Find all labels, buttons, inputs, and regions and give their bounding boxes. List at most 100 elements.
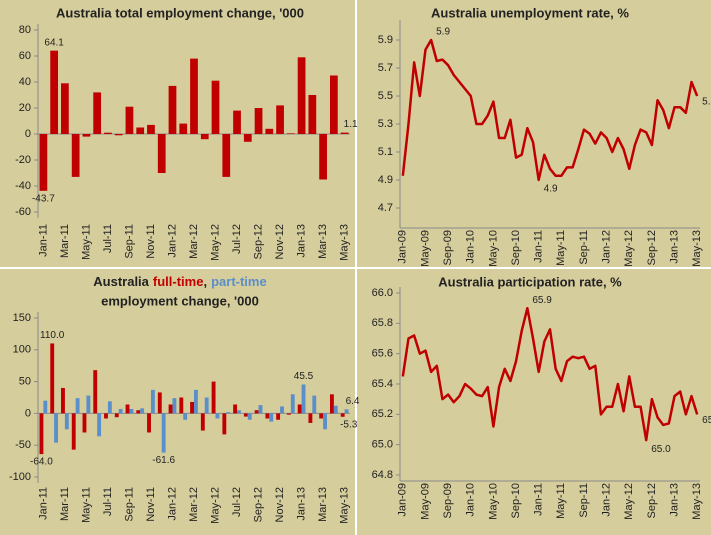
x-tick-label: Sep-11 xyxy=(123,487,135,522)
bar xyxy=(233,110,241,134)
bar xyxy=(243,134,252,142)
bar xyxy=(319,134,327,180)
x-tick-label: Sep-11 xyxy=(578,230,590,265)
bar xyxy=(276,413,281,420)
bar xyxy=(168,85,177,134)
panel xyxy=(0,269,355,535)
x-tick-label: Jan-10 xyxy=(465,483,477,517)
bar xyxy=(114,413,119,418)
x-tick-label: May-12 xyxy=(623,230,635,267)
legend-entry: full-time xyxy=(153,274,204,289)
bar xyxy=(290,394,295,414)
x-tick-label: Nov-12 xyxy=(274,224,286,259)
y-tick-label: 100 xyxy=(13,344,31,356)
x-tick-label: Mar-13 xyxy=(317,487,329,522)
bar xyxy=(265,413,270,419)
bar xyxy=(297,57,306,134)
y-tick-label: 20 xyxy=(19,102,31,114)
data-label: -5.3 xyxy=(340,419,358,430)
bar xyxy=(107,401,112,414)
data-label: 65.9 xyxy=(532,295,552,306)
bar xyxy=(150,389,155,414)
bar xyxy=(211,381,216,414)
x-tick-label: May-12 xyxy=(209,487,221,524)
y-tick-label: 65.2 xyxy=(372,408,393,420)
x-tick-label: May-11 xyxy=(555,483,567,519)
bar xyxy=(54,413,59,443)
x-tick-label: Jan-13 xyxy=(668,230,680,264)
x-tick-label: Jan-11 xyxy=(533,483,545,516)
bar xyxy=(136,127,145,134)
y-tick-label: -60 xyxy=(15,206,31,218)
bar xyxy=(200,413,205,431)
x-tick-label: Jan-12 xyxy=(601,230,613,264)
bar xyxy=(75,398,80,414)
x-tick-label: Jan-11 xyxy=(37,224,49,257)
x-tick-label: Jan-09 xyxy=(397,230,409,264)
x-tick-label: Jul-12 xyxy=(231,224,243,254)
bar xyxy=(243,413,248,417)
bar xyxy=(233,404,238,414)
bar xyxy=(39,413,44,455)
data-label: 65.0 xyxy=(651,444,671,455)
bar xyxy=(276,105,284,134)
y-tick-label: 64.8 xyxy=(372,469,393,481)
x-tick-label: May-09 xyxy=(419,483,431,520)
data-label: 1.1 xyxy=(344,119,358,130)
bar xyxy=(222,413,227,435)
bar xyxy=(136,410,141,414)
bar xyxy=(82,413,87,433)
y-tick-label: -20 xyxy=(15,154,31,166)
bar xyxy=(204,397,209,414)
y-tick-label: 5.7 xyxy=(378,62,393,74)
data-label: 5.9 xyxy=(436,27,450,38)
x-tick-label: May-13 xyxy=(691,483,703,520)
y-tick-label: 65.4 xyxy=(372,378,393,390)
bar xyxy=(247,413,252,420)
y-tick-label: -40 xyxy=(15,180,31,192)
bar xyxy=(147,413,151,433)
x-tick-label: May-10 xyxy=(487,230,499,267)
bar xyxy=(97,413,102,437)
data-label: 110.0 xyxy=(40,330,65,341)
x-tick-label: Nov-11 xyxy=(145,487,157,522)
data-label: 45.5 xyxy=(294,371,314,382)
y-tick-label: 65.0 xyxy=(372,439,393,451)
bar xyxy=(157,392,162,414)
x-tick-label: Jul-12 xyxy=(231,487,243,517)
bar xyxy=(50,50,59,134)
bar xyxy=(333,405,338,414)
bar xyxy=(308,95,317,134)
panel xyxy=(357,0,711,267)
x-tick-label: Jul-11 xyxy=(102,487,114,516)
x-tick-label: May-12 xyxy=(623,483,635,520)
bar xyxy=(140,408,145,414)
bar xyxy=(319,413,324,419)
x-tick-label: Jan-13 xyxy=(295,487,307,521)
y-tick-label: 80 xyxy=(19,24,31,36)
bar xyxy=(82,134,91,137)
chart-title: Australia unemployment rate, % xyxy=(431,5,629,20)
chart-title: Australia total employment change, '000 xyxy=(56,5,304,20)
bar xyxy=(190,401,194,414)
bar xyxy=(125,404,130,414)
bar xyxy=(61,83,69,134)
x-tick-label: Mar-12 xyxy=(188,224,200,259)
y-tick-label: 65.8 xyxy=(372,317,393,329)
bar xyxy=(118,408,123,414)
x-tick-label: May-11 xyxy=(555,230,567,266)
x-tick-label: Sep-12 xyxy=(646,483,658,518)
bar xyxy=(179,123,188,134)
x-tick-label: May-13 xyxy=(691,230,703,267)
bar xyxy=(147,124,155,134)
bar xyxy=(265,128,274,134)
y-tick-label: 5.3 xyxy=(378,118,393,130)
data-label: 5.5 xyxy=(702,97,711,108)
x-tick-label: Sep-10 xyxy=(510,483,522,518)
bar xyxy=(340,413,345,417)
bar xyxy=(157,134,166,173)
bar xyxy=(269,413,274,422)
bar xyxy=(312,395,317,414)
bar xyxy=(308,413,313,423)
x-tick-label: Jan-11 xyxy=(533,230,545,263)
